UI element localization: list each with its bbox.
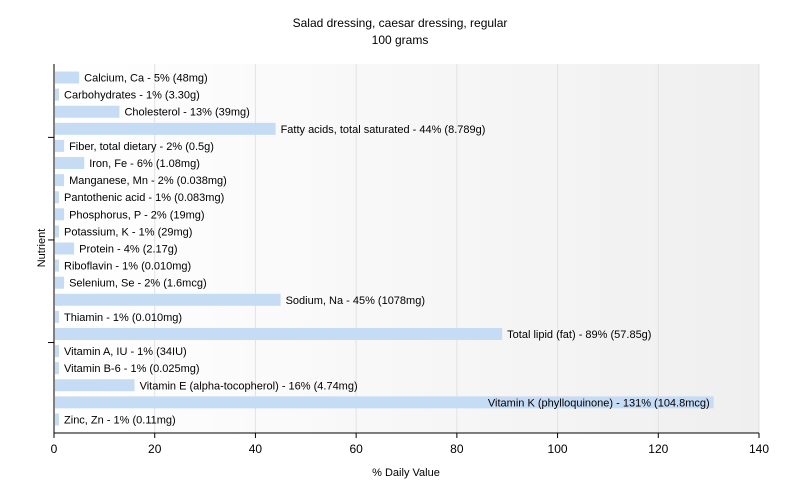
bar-label: Fatty acids, total saturated - 44% (8.78… (281, 124, 486, 136)
bar (55, 88, 60, 101)
x-tick-label: 80 (450, 442, 464, 456)
bar (55, 310, 60, 323)
bar-label: Vitamin B-6 - 1% (0.025mg) (64, 363, 200, 375)
bar-label: Riboflavin - 1% (0.010mg) (64, 261, 191, 273)
bar (55, 276, 65, 289)
x-axis-ticks: 0 20 40 60 80 100 120 140 (51, 433, 769, 456)
bar (55, 259, 60, 272)
bar-label: Manganese, Mn - 2% (0.038mg) (69, 175, 227, 187)
bar-labels: Calcium, Ca - 5% (48mg) Carbohydrates - 1… (64, 73, 710, 427)
y-axis-title: Nutrient (36, 229, 48, 268)
bar-label: Sodium, Na - 45% (1078mg) (286, 295, 425, 307)
x-tick-label: 100 (548, 442, 568, 456)
bar (55, 379, 135, 392)
bar (55, 105, 120, 118)
bar-label: Fiber, total dietary - 2% (0.5g) (69, 141, 214, 153)
bar-label: Selenium, Se - 2% (1.6mcg) (69, 278, 207, 290)
x-tick-label: 0 (51, 442, 58, 456)
bar (55, 208, 65, 221)
bar (55, 293, 281, 306)
bar-label: Pantothenic acid - 1% (0.083mg) (64, 192, 224, 204)
bar (55, 242, 75, 255)
bar (55, 362, 60, 375)
y-axis-ticks (48, 136, 54, 344)
bar-label: Cholesterol - 13% (39mg) (124, 107, 249, 119)
bar (55, 191, 60, 204)
bar-label: Vitamin E (alpha-tocopherol) - 16% (4.74… (140, 380, 358, 392)
bar (55, 345, 60, 358)
x-tick-label: 120 (648, 442, 668, 456)
bar (55, 327, 503, 340)
bar-label: Thiamin - 1% (0.010mg) (64, 312, 182, 324)
bar (55, 174, 65, 187)
bar-label: Potassium, K - 1% (29mg) (64, 226, 192, 238)
bar (55, 396, 714, 409)
x-axis-title: % Daily Value (372, 467, 440, 479)
bar (55, 157, 85, 170)
bars (55, 71, 714, 426)
bar-label: Zinc, Zn - 1% (0.11mg) (64, 414, 176, 426)
bar (55, 225, 60, 238)
chart-title: Salad dressing, caesar dressing, regular (293, 16, 508, 30)
bar (55, 139, 65, 152)
bar-label: Vitamin A, IU - 1% (34IU) (64, 346, 187, 358)
bar (55, 122, 276, 135)
x-tick-label: 140 (749, 442, 769, 456)
x-tick-label: 60 (349, 442, 363, 456)
bar-label: Carbohydrates - 1% (3.30g) (64, 90, 200, 102)
bar-label: Vitamin K (phylloquinone) - 131% (104.8m… (488, 397, 710, 409)
bar-label: Iron, Fe - 6% (1.08mg) (89, 158, 200, 170)
x-tick-label: 20 (148, 442, 162, 456)
chart-subtitle: 100 grams (372, 33, 429, 47)
bar-label: Total lipid (fat) - 89% (57.85g) (507, 329, 651, 341)
bar (55, 71, 80, 84)
bar (55, 413, 60, 426)
bar-label: Phosphorus, P - 2% (19mg) (69, 209, 205, 221)
x-tick-label: 40 (249, 442, 263, 456)
bar-label: Calcium, Ca - 5% (48mg) (84, 73, 207, 85)
bar-label: Protein - 4% (2.17g) (79, 244, 177, 256)
